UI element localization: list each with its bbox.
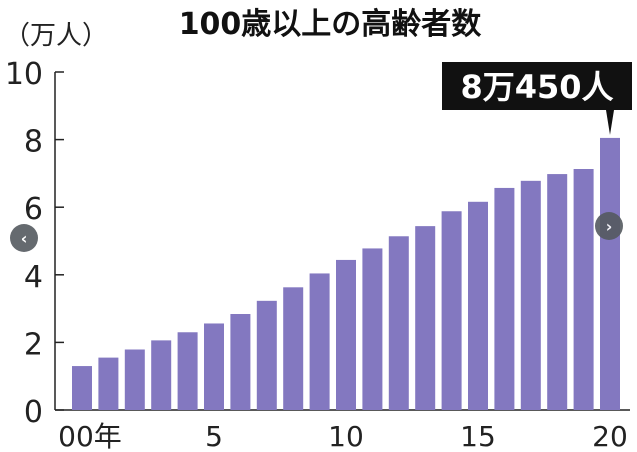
y-axis-label: （万人） xyxy=(4,21,108,51)
bar-18 xyxy=(547,174,568,410)
y-tick-label: 8 xyxy=(24,125,43,160)
x-tick-label: 20 xyxy=(592,420,628,452)
bar-19 xyxy=(573,169,594,410)
annotation-label: 8万450人 xyxy=(460,68,613,106)
annotation-box xyxy=(442,62,632,110)
y-tick-label: 2 xyxy=(24,327,43,362)
bar-10 xyxy=(336,259,356,410)
bar-16 xyxy=(494,187,515,410)
x-tick-label: 5 xyxy=(205,420,223,452)
bar-03 xyxy=(151,340,172,410)
prev-arrow-button[interactable]: ‹ xyxy=(10,224,38,252)
bar-11 xyxy=(362,248,383,410)
bar-14 xyxy=(441,211,462,410)
bar-08 xyxy=(283,287,304,410)
bar-12 xyxy=(388,236,409,410)
y-tick-label: 0 xyxy=(24,395,43,430)
bar-17 xyxy=(520,180,541,410)
bar-04 xyxy=(177,332,198,410)
bar-20 xyxy=(600,137,620,410)
chevron-left-icon: ‹ xyxy=(20,228,28,248)
y-tick-label: 6 xyxy=(24,192,43,227)
bar-09 xyxy=(309,273,330,410)
annotation-pointer xyxy=(606,110,614,135)
x-tick-label: 00年 xyxy=(58,420,122,452)
bar-06 xyxy=(230,314,251,410)
bar-07 xyxy=(256,300,277,410)
bar-01 xyxy=(98,357,119,410)
next-arrow-button[interactable]: › xyxy=(595,212,623,240)
bar-02 xyxy=(124,349,145,410)
x-tick-label: 15 xyxy=(460,420,496,452)
bar-00 xyxy=(72,366,92,410)
chevron-right-icon: › xyxy=(605,216,613,236)
x-tick-label: 10 xyxy=(328,420,364,452)
y-tick-label: 4 xyxy=(24,260,43,295)
y-tick-label: 10 xyxy=(5,57,43,92)
bar-05 xyxy=(204,323,224,410)
bar-15 xyxy=(468,201,488,410)
bar-13 xyxy=(415,226,436,410)
chart-title: 100歳以上の高齢者数 xyxy=(179,7,483,42)
